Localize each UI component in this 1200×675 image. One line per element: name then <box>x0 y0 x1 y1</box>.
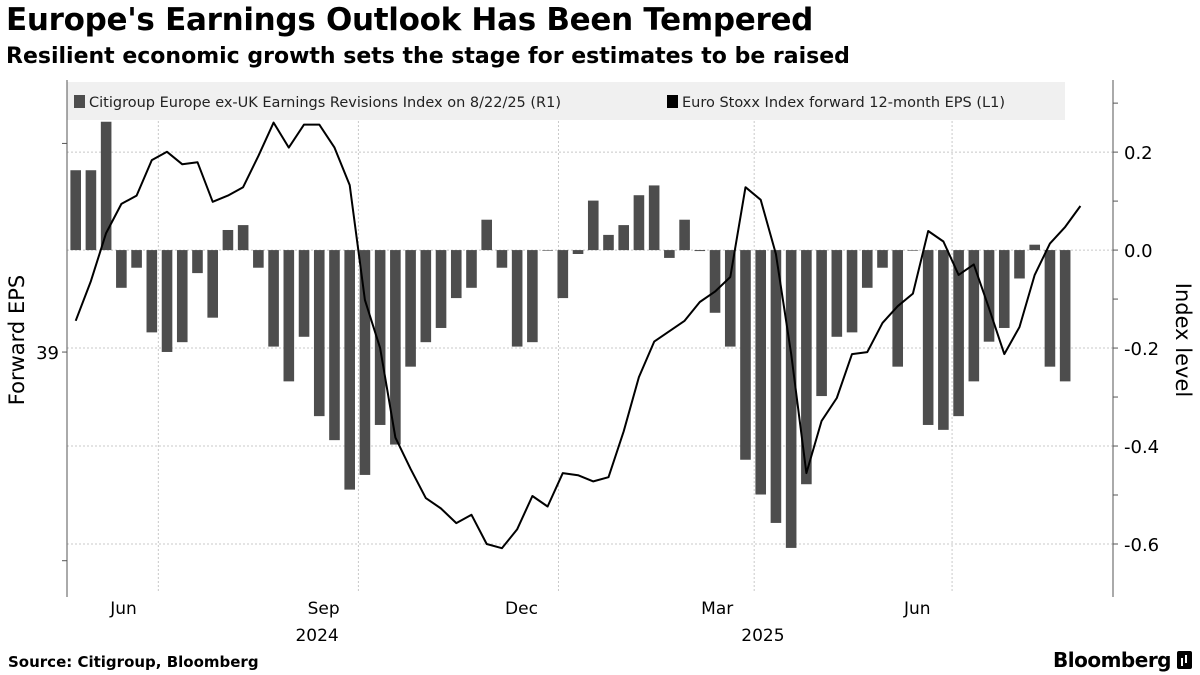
bar <box>496 250 508 268</box>
right-tick-label: -0.2 <box>1124 339 1159 360</box>
bar <box>587 200 599 251</box>
x-tick-label: Sep <box>308 599 340 619</box>
bar <box>1029 244 1041 251</box>
bar <box>603 234 614 251</box>
bar <box>466 250 477 288</box>
bar <box>877 250 888 268</box>
bar <box>664 250 675 258</box>
bar <box>648 185 660 251</box>
left-axis-title: Forward EPS <box>5 275 29 405</box>
bar <box>100 121 112 251</box>
bar <box>983 250 995 342</box>
bar <box>831 250 843 337</box>
legend-background <box>67 82 1065 120</box>
legend-label-bars: Citigroup Europe ex-UK Earnings Revision… <box>89 95 561 111</box>
bar <box>740 250 751 460</box>
bar <box>283 250 295 382</box>
legend-label-line: Euro Stoxx Index forward 12-month EPS (L… <box>682 95 1005 111</box>
bar <box>998 250 1010 328</box>
bar <box>724 250 736 347</box>
gridlines <box>67 85 1113 592</box>
bar <box>85 170 97 251</box>
bar <box>953 250 964 417</box>
right-tick-label: 0.2 <box>1124 143 1153 164</box>
bar <box>1059 250 1071 382</box>
bar <box>329 250 340 441</box>
bar <box>390 250 401 445</box>
bar <box>344 250 356 490</box>
bar <box>481 219 493 251</box>
x-tick-label: Mar <box>701 599 733 619</box>
bar <box>237 225 249 251</box>
bar <box>222 229 234 251</box>
bar <box>861 250 873 288</box>
legend-swatch-line <box>667 95 678 108</box>
line-series <box>74 121 1082 550</box>
bar <box>161 250 173 352</box>
bar <box>770 250 782 523</box>
bar <box>253 250 264 268</box>
bar <box>892 250 904 367</box>
eps-line <box>74 121 1082 550</box>
bloomberg-logo: Bloomberg <box>1053 648 1192 672</box>
right-tick-label: -0.6 <box>1124 535 1159 556</box>
bar <box>1014 250 1025 279</box>
bar <box>298 250 310 337</box>
bloomberg-logo-icon <box>1177 651 1192 669</box>
right-tick-label: 0.0 <box>1124 241 1153 262</box>
x-tick-label: Jun <box>109 599 137 619</box>
bar <box>207 250 219 318</box>
bar <box>313 250 325 417</box>
bar <box>542 250 553 251</box>
bar <box>268 250 279 347</box>
bar <box>70 170 81 251</box>
bar <box>420 250 432 343</box>
bar <box>1044 250 1056 367</box>
x-year-label: 2025 <box>741 626 784 646</box>
right-axis-title: Index level <box>1171 283 1195 397</box>
right-tick-label: -0.4 <box>1124 437 1159 458</box>
bar <box>192 250 203 274</box>
bar <box>374 250 386 425</box>
x-axis-labels: Jun Sep Dec Mar Jun 2024 2025 <box>109 599 930 646</box>
axes: 39 0.2 0.0 -0.2 -0.4 -0.6 <box>36 80 1159 597</box>
bar <box>405 250 416 367</box>
bar <box>527 250 538 343</box>
bar <box>816 250 827 397</box>
x-year-label: 2024 <box>295 626 338 646</box>
chart-title: Europe's Earnings Outlook Has Been Tempe… <box>6 2 814 38</box>
bar <box>176 250 188 343</box>
bar <box>785 250 797 548</box>
logo-text: Bloomberg <box>1053 648 1171 672</box>
bar <box>694 250 706 252</box>
bar-series <box>70 121 1071 548</box>
bar <box>938 250 949 430</box>
bar <box>116 250 127 288</box>
bar <box>450 250 462 299</box>
left-tick-label: 39 <box>36 343 59 364</box>
bar <box>511 250 523 347</box>
bar <box>968 250 980 382</box>
bar <box>709 250 721 313</box>
legend-swatch-bars <box>74 95 85 108</box>
source-note: Source: Citigroup, Bloomberg <box>8 653 259 671</box>
bar <box>922 250 934 425</box>
bar <box>755 250 767 495</box>
chart-subtitle: Resilient economic growth sets the stage… <box>6 44 850 69</box>
bar <box>557 250 569 299</box>
bar <box>435 250 447 328</box>
bar <box>131 250 142 268</box>
bar <box>359 250 371 475</box>
bar <box>907 250 919 251</box>
bar <box>633 195 645 251</box>
bar <box>146 250 158 333</box>
x-tick-label: Dec <box>505 599 538 619</box>
bar <box>679 219 690 251</box>
bar <box>618 225 630 251</box>
x-tick-label: Jun <box>903 599 931 619</box>
bar <box>801 250 812 485</box>
bar <box>572 250 584 254</box>
bar <box>846 250 858 333</box>
